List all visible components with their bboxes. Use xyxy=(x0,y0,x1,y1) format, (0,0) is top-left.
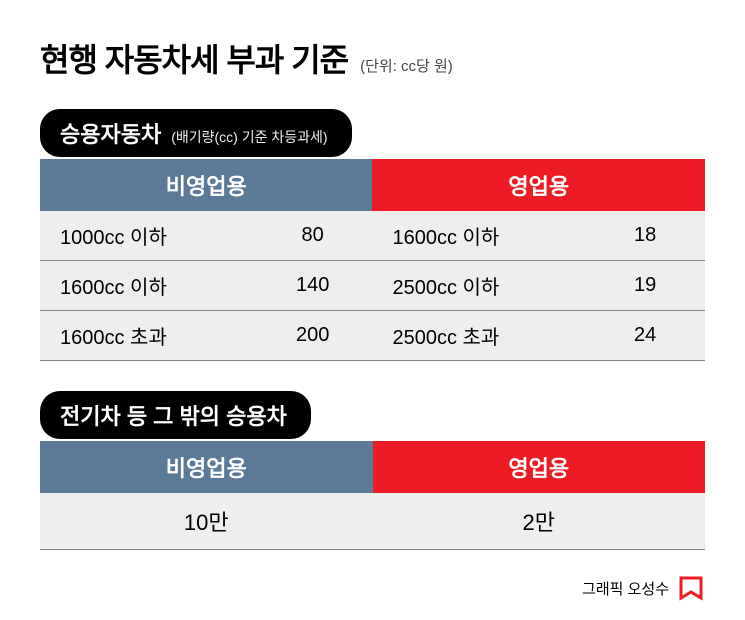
cell-value: 2만 xyxy=(373,493,706,550)
credit-text: 그래픽 오성수 xyxy=(582,578,669,599)
section-ev-other: 전기차 등 그 밖의 승용차 비영업용 영업용 10만 2만 xyxy=(40,391,705,550)
header-business: 영업용 xyxy=(372,159,705,211)
table-row: 1000cc 이하 80 1600cc 이하 18 xyxy=(40,211,705,261)
section-tab: 전기차 등 그 밖의 승용차 xyxy=(40,391,311,439)
section-passenger-car: 승용자동차 (배기량(cc) 기준 차등과세) 비영업용 영업용 1000cc … xyxy=(40,109,705,361)
table-row: 1600cc 초과 200 2500cc 초과 24 xyxy=(40,311,705,361)
passenger-car-table: 비영업용 영업용 1000cc 이하 80 1600cc 이하 18 1600c… xyxy=(40,159,705,361)
cell-value: 140 xyxy=(253,261,373,311)
page-title: 현행 자동차세 부과 기준 xyxy=(40,35,348,81)
cell-label: 1600cc 초과 xyxy=(40,311,253,361)
cell-label: 2500cc 이하 xyxy=(372,261,585,311)
cell-value: 80 xyxy=(253,211,373,261)
header-non-business: 비영업용 xyxy=(40,441,373,493)
cell-value: 10만 xyxy=(40,493,373,550)
credit-logo-icon xyxy=(677,574,705,602)
header-business: 영업용 xyxy=(373,441,706,493)
title-row: 현행 자동차세 부과 기준 (단위: cc당 원) xyxy=(40,35,705,81)
section-tab-sub: (배기량(cc) 기준 차등과세) xyxy=(171,127,327,147)
ev-other-table: 비영업용 영업용 10만 2만 xyxy=(40,441,705,550)
cell-value: 24 xyxy=(585,311,705,361)
credit: 그래픽 오성수 xyxy=(582,574,705,602)
cell-value: 18 xyxy=(585,211,705,261)
cell-label: 1600cc 이하 xyxy=(372,211,585,261)
cell-label: 1600cc 이하 xyxy=(40,261,253,311)
section-tab-title: 승용자동차 xyxy=(60,117,161,149)
header-non-business: 비영업용 xyxy=(40,159,372,211)
cell-value: 200 xyxy=(253,311,373,361)
table-header-row: 비영업용 영업용 xyxy=(40,159,705,211)
table-row: 10만 2만 xyxy=(40,493,705,550)
table-header-row: 비영업용 영업용 xyxy=(40,441,705,493)
section-tab: 승용자동차 (배기량(cc) 기준 차등과세) xyxy=(40,109,352,157)
table-row: 1600cc 이하 140 2500cc 이하 19 xyxy=(40,261,705,311)
section-tab-title: 전기차 등 그 밖의 승용차 xyxy=(60,399,287,431)
cell-value: 19 xyxy=(585,261,705,311)
page-subtitle: (단위: cc당 원) xyxy=(360,55,453,76)
cell-label: 1000cc 이하 xyxy=(40,211,253,261)
cell-label: 2500cc 초과 xyxy=(372,311,585,361)
